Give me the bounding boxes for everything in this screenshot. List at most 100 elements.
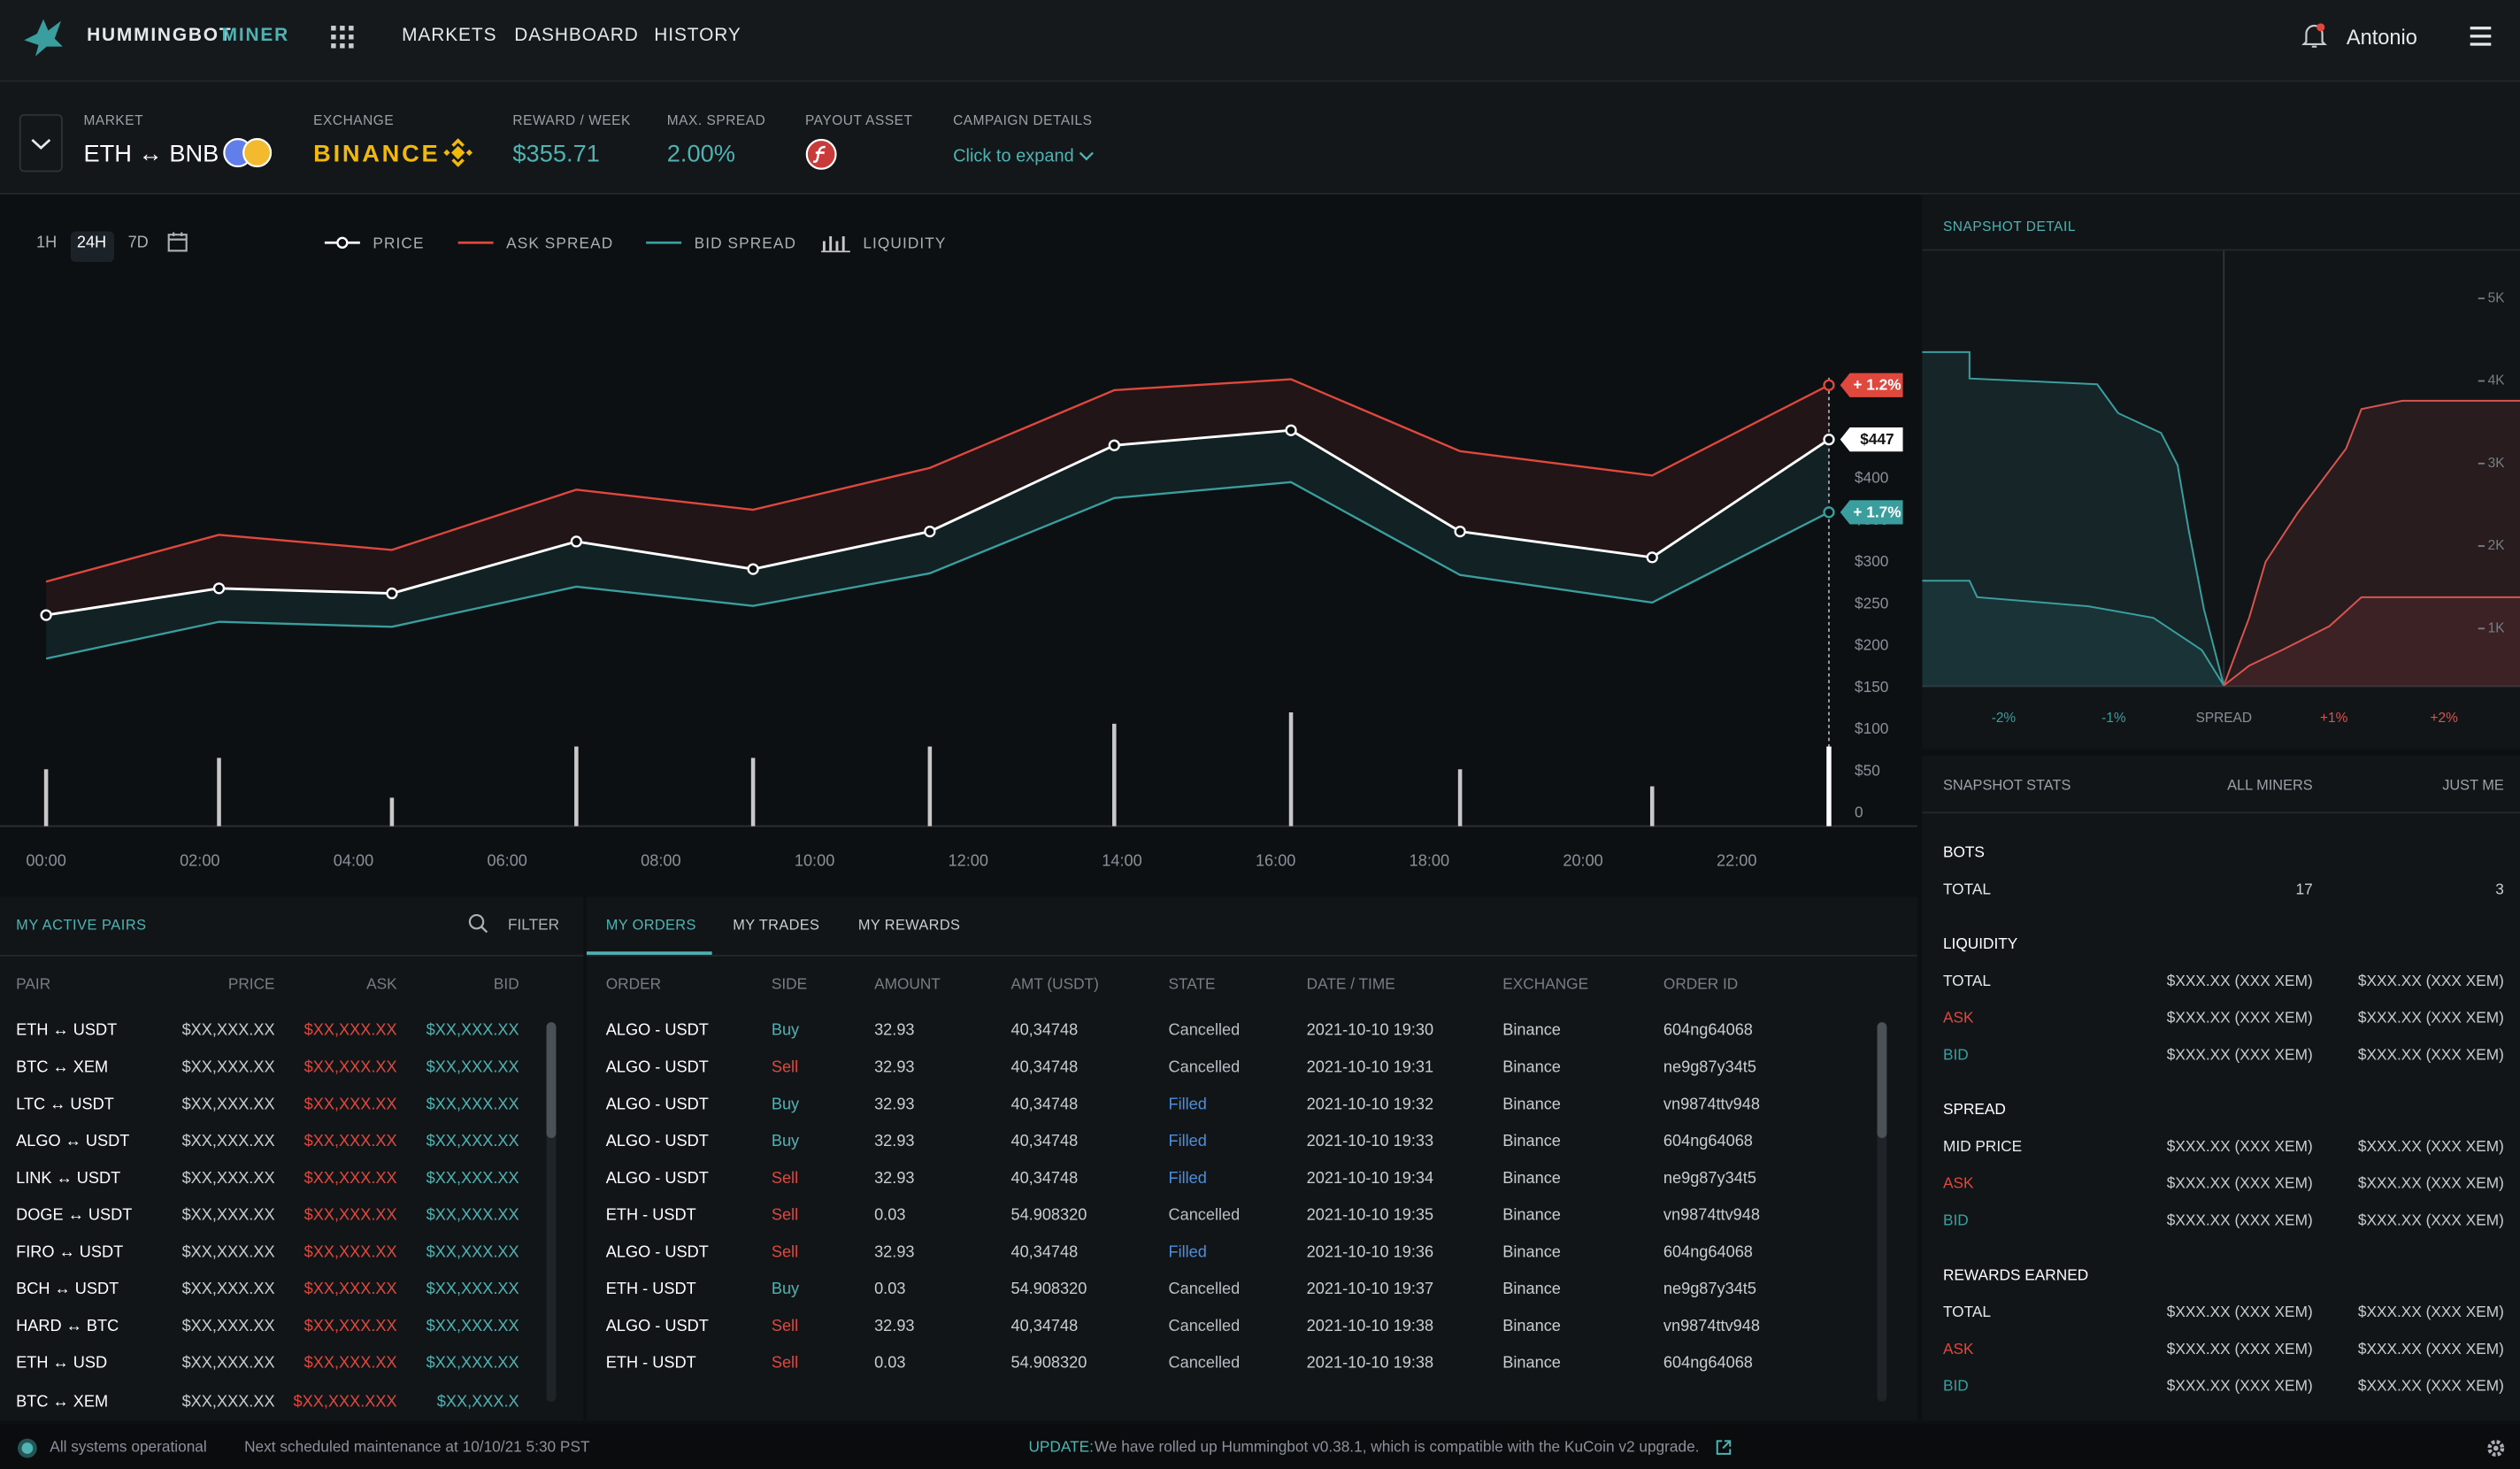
pair-cell[interactable]: BCH ↔ USDT — [16, 1281, 119, 1299]
stats-cell: $XXX.XX (XXX XEM) — [2166, 1175, 2313, 1194]
column-header: PAIR — [16, 975, 51, 994]
order-cell: 32.93 — [874, 1058, 915, 1077]
pair-cell: $XX,XXX.XX — [426, 1058, 519, 1077]
pair-cell: $XX,XXX.XX — [181, 1281, 275, 1299]
pair-cell[interactable]: ETH ↔ USD — [16, 1355, 108, 1373]
divider — [0, 954, 584, 957]
range-button[interactable]: 24H — [76, 235, 107, 253]
order-cell: 0.03 — [874, 1355, 906, 1373]
stats-cell: 3 — [2495, 881, 2504, 899]
field-value[interactable]: Click to expand — [953, 147, 1074, 166]
tab[interactable]: MY REWARDS — [857, 917, 961, 934]
order-cell: 604ng64068 — [1663, 1244, 1753, 1262]
pair-cell[interactable]: LTC ↔ USDT — [16, 1096, 114, 1114]
pair-cell[interactable]: ETH ↔ USDT — [16, 1021, 118, 1040]
range-button[interactable]: 7D — [127, 235, 149, 253]
pair-cell: $XX,XXX.XX — [181, 1021, 275, 1040]
stats-cell: $XXX.XX (XXX XEM) — [2357, 1304, 2504, 1322]
pair-cell[interactable]: BTC ↔ XEM — [16, 1392, 109, 1411]
y-tick-label: $200 — [1855, 636, 1888, 654]
stats-cell: $XXX.XX (XXX XEM) — [2166, 1010, 2313, 1028]
nav-link[interactable]: DASHBOARD — [514, 26, 639, 46]
stats-cell: $XXX.XX (XXX XEM) — [2166, 1138, 2313, 1157]
point — [1285, 424, 1297, 436]
column-header: STATE — [1168, 975, 1216, 994]
external-link-icon[interactable] — [1715, 1439, 1732, 1457]
pair-cell: $XX,XXX.XX — [181, 1058, 275, 1077]
pair-cell[interactable]: HARD ↔ BTC — [16, 1318, 119, 1336]
order-cell: 2021-10-10 19:37 — [1306, 1281, 1434, 1299]
stats-cell: MID PRICE — [1942, 1138, 2023, 1157]
order-cell: 40,34748 — [1010, 1318, 1079, 1336]
stats-cell: $XXX.XX (XXX XEM) — [2166, 1304, 2313, 1322]
order-cell: Binance — [1502, 1058, 1561, 1077]
column-header: ORDER ID — [1663, 975, 1739, 994]
point — [1454, 525, 1466, 538]
x-tick-label: 22:00 — [1717, 851, 1756, 869]
filter-button[interactable]: FILTER — [507, 916, 560, 934]
pair-cell[interactable]: BTC ↔ XEM — [16, 1058, 109, 1077]
point — [1646, 551, 1658, 564]
pair-cell: $XX,XXX.XX — [181, 1207, 275, 1226]
stats-cell: TOTAL — [1942, 881, 1991, 899]
point — [747, 563, 759, 575]
pair-cell: $XX,XXX.XX — [426, 1244, 519, 1262]
divider — [1922, 249, 2520, 251]
pair-cell[interactable]: DOGE ↔ USDT — [16, 1207, 133, 1226]
pair-cell[interactable]: ALGO ↔ USDT — [16, 1133, 130, 1151]
search-icon[interactable] — [468, 913, 489, 934]
stats-cell: 17 — [2295, 881, 2313, 899]
pair-cell: $XX,XXX.XX — [303, 1281, 397, 1299]
order-cell: 54.908320 — [1010, 1207, 1087, 1226]
menu-icon[interactable] — [2469, 26, 2493, 47]
order-cell: Sell — [771, 1244, 799, 1262]
pair-cell[interactable]: LINK ↔ USDT — [16, 1170, 121, 1188]
nav-link[interactable]: MARKETS — [402, 26, 497, 46]
brand[interactable]: HUMMINGBOT — [87, 26, 233, 46]
y-tick-label: 0 — [1855, 804, 1863, 821]
settings-icon[interactable] — [2485, 1437, 2507, 1459]
stats-cell: $XXX.XX (XXX XEM) — [2357, 1138, 2504, 1157]
stats-cell: $XXX.XX (XXX XEM) — [2166, 1378, 2313, 1396]
user-name[interactable]: Antonio — [2346, 25, 2417, 50]
order-cell: Binance — [1502, 1207, 1561, 1226]
apps-icon[interactable] — [329, 24, 355, 50]
stats-header: SNAPSHOT STATS — [1942, 777, 2071, 794]
update-text: We have rolled up Hummingbot v0.38.1, wh… — [1094, 1439, 1700, 1457]
scrollbar[interactable] — [1877, 1022, 1887, 1138]
order-cell: 0.03 — [874, 1207, 906, 1226]
range-button[interactable]: 1H — [36, 235, 58, 253]
market-bar — [0, 81, 2520, 195]
order-cell: Sell — [771, 1170, 799, 1188]
order-cell: Filled — [1168, 1133, 1207, 1151]
order-cell: 32.93 — [874, 1133, 915, 1151]
field-value: 2.00% — [666, 140, 736, 168]
stats-cell: $XXX.XX (XXX XEM) — [2357, 1211, 2504, 1230]
expand-chevron[interactable] — [1079, 150, 1095, 163]
point — [1108, 439, 1120, 451]
stats-cell: ASK — [1942, 1341, 1974, 1359]
tab[interactable]: MY ORDERS — [605, 917, 696, 934]
pair-cell: $XX,XXX.XX — [426, 1207, 519, 1226]
order-cell: Binance — [1502, 1096, 1561, 1114]
tab[interactable]: MY TRADES — [733, 917, 820, 934]
order-cell: ETH - USDT — [605, 1355, 696, 1373]
binance-icon — [443, 138, 473, 167]
field-label: MAX. SPREAD — [666, 112, 766, 128]
order-cell: Buy — [771, 1096, 800, 1114]
order-cell: vn9874ttv948 — [1663, 1318, 1760, 1336]
scrollbar[interactable] — [546, 1022, 557, 1138]
pair-cell[interactable]: FIRO ↔ USDT — [16, 1244, 124, 1262]
order-cell: Binance — [1502, 1318, 1561, 1336]
pairs-pane — [0, 896, 584, 1421]
logo[interactable] — [21, 14, 66, 59]
y-tick-label: $250 — [1855, 594, 1888, 611]
liquidity-bar — [389, 797, 395, 827]
calendar-icon[interactable] — [167, 232, 188, 253]
nav-link[interactable]: HISTORY — [654, 26, 741, 46]
series-line — [45, 378, 1830, 583]
market-dropdown[interactable] — [19, 113, 63, 173]
order-cell: 2021-10-10 19:38 — [1306, 1355, 1434, 1373]
bell-icon[interactable] — [2301, 22, 2327, 50]
